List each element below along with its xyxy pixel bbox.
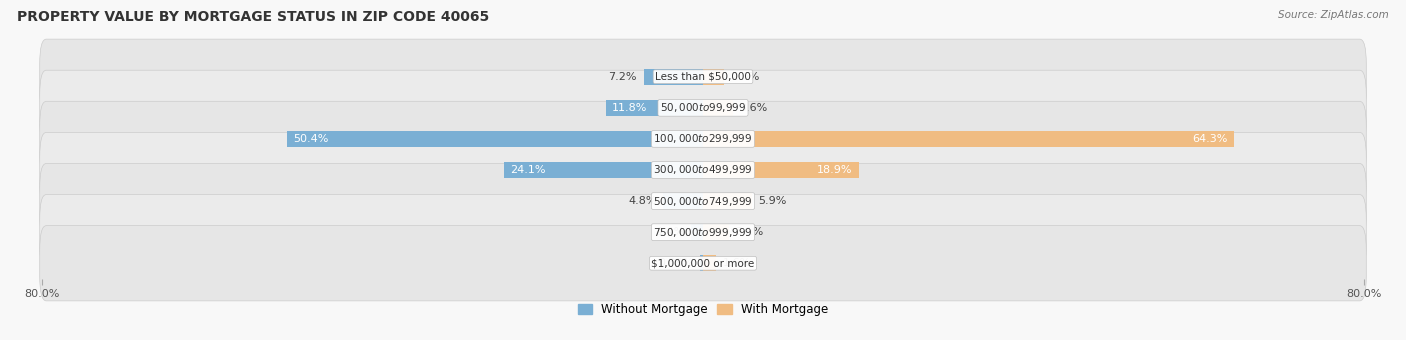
Text: 0.39%: 0.39% bbox=[658, 258, 693, 268]
Bar bbox=[703, 69, 724, 85]
FancyBboxPatch shape bbox=[55, 188, 1351, 214]
Text: PROPERTY VALUE BY MORTGAGE STATUS IN ZIP CODE 40065: PROPERTY VALUE BY MORTGAGE STATUS IN ZIP… bbox=[17, 10, 489, 24]
Legend: Without Mortgage, With Mortgage: Without Mortgage, With Mortgage bbox=[574, 298, 832, 321]
Text: Source: ZipAtlas.com: Source: ZipAtlas.com bbox=[1278, 10, 1389, 20]
Bar bbox=[703, 162, 859, 178]
Bar bbox=[703, 255, 716, 271]
Bar bbox=[664, 193, 703, 209]
FancyBboxPatch shape bbox=[55, 64, 1351, 89]
Text: $300,000 to $499,999: $300,000 to $499,999 bbox=[654, 164, 752, 176]
Text: 64.3%: 64.3% bbox=[1192, 134, 1227, 144]
Bar bbox=[644, 69, 703, 85]
Text: 24.1%: 24.1% bbox=[510, 165, 546, 175]
Text: 3.1%: 3.1% bbox=[735, 227, 763, 237]
Text: 11.8%: 11.8% bbox=[612, 103, 648, 113]
Text: $500,000 to $749,999: $500,000 to $749,999 bbox=[654, 194, 752, 208]
FancyBboxPatch shape bbox=[55, 157, 1351, 183]
Text: 18.9%: 18.9% bbox=[817, 165, 852, 175]
Text: 5.9%: 5.9% bbox=[758, 196, 787, 206]
FancyBboxPatch shape bbox=[39, 101, 1367, 176]
Text: $750,000 to $999,999: $750,000 to $999,999 bbox=[654, 226, 752, 239]
Text: Less than $50,000: Less than $50,000 bbox=[655, 72, 751, 82]
Text: $100,000 to $299,999: $100,000 to $299,999 bbox=[654, 132, 752, 146]
Bar bbox=[503, 162, 703, 178]
FancyBboxPatch shape bbox=[39, 70, 1367, 146]
FancyBboxPatch shape bbox=[55, 219, 1351, 245]
FancyBboxPatch shape bbox=[39, 132, 1367, 208]
FancyBboxPatch shape bbox=[55, 251, 1351, 276]
Text: 3.6%: 3.6% bbox=[740, 103, 768, 113]
FancyBboxPatch shape bbox=[39, 39, 1367, 114]
Bar bbox=[703, 131, 1234, 147]
FancyBboxPatch shape bbox=[39, 164, 1367, 239]
Bar bbox=[606, 100, 703, 116]
Bar bbox=[700, 255, 703, 271]
Text: $1,000,000 or more: $1,000,000 or more bbox=[651, 258, 755, 268]
Bar bbox=[703, 224, 728, 240]
Bar bbox=[703, 193, 752, 209]
Bar bbox=[692, 224, 703, 240]
Text: 4.8%: 4.8% bbox=[628, 196, 657, 206]
Text: $50,000 to $99,999: $50,000 to $99,999 bbox=[659, 101, 747, 114]
Text: 7.2%: 7.2% bbox=[609, 72, 637, 82]
Text: 2.6%: 2.6% bbox=[731, 72, 759, 82]
Text: 50.4%: 50.4% bbox=[294, 134, 329, 144]
FancyBboxPatch shape bbox=[55, 126, 1351, 152]
Text: 1.4%: 1.4% bbox=[657, 227, 685, 237]
FancyBboxPatch shape bbox=[39, 226, 1367, 301]
Bar bbox=[703, 100, 733, 116]
Bar bbox=[287, 131, 703, 147]
FancyBboxPatch shape bbox=[39, 194, 1367, 270]
FancyBboxPatch shape bbox=[55, 95, 1351, 121]
Text: 1.6%: 1.6% bbox=[723, 258, 751, 268]
